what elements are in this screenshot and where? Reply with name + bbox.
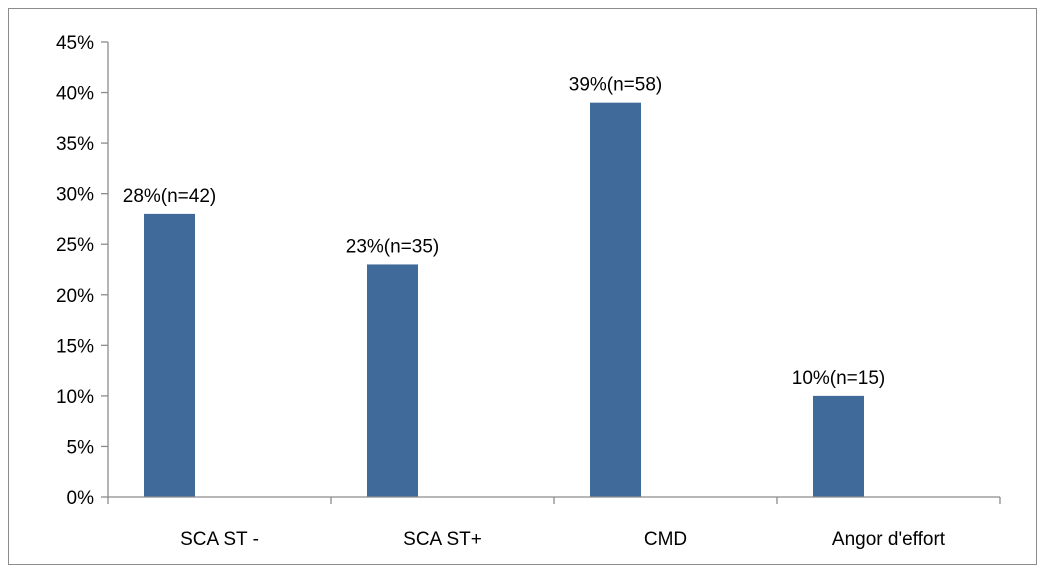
y-tick-label: 15% [56, 336, 94, 357]
y-axis-ticks: 0% 5% 10% 15% 20% 25% 30% 35% 40% 45% [56, 33, 108, 509]
y-tick-label: 40% [56, 84, 94, 105]
x-category-label: CMD [644, 529, 687, 550]
x-category-label: SCA ST - [180, 529, 259, 550]
y-tick-label: 10% [56, 387, 94, 408]
bars [144, 102, 864, 498]
bar [144, 213, 195, 497]
y-tick-label: 25% [56, 235, 94, 256]
bar [367, 264, 418, 497]
data-labels: 28%(n=42) 23%(n=35) 39%(n=58) 10%(n=15) [123, 75, 885, 389]
x-category-label: SCA ST+ [403, 529, 482, 550]
y-tick-label: 20% [56, 286, 94, 307]
data-label: 23%(n=35) [346, 236, 439, 257]
data-label: 28%(n=42) [123, 186, 216, 207]
y-tick-label: 0% [67, 488, 95, 509]
data-label: 10%(n=15) [792, 368, 885, 389]
y-tick-label: 30% [56, 185, 94, 206]
bar [813, 395, 864, 497]
x-category-label: Angor d'effort [832, 529, 946, 550]
y-tick-label: 35% [56, 134, 94, 155]
bar [590, 102, 641, 498]
data-label: 39%(n=58) [569, 75, 662, 96]
x-axis: SCA ST - SCA ST+ CMD Angor d'effort [107, 496, 1001, 550]
y-tick-label: 5% [67, 437, 95, 458]
y-tick-label: 45% [56, 33, 94, 54]
